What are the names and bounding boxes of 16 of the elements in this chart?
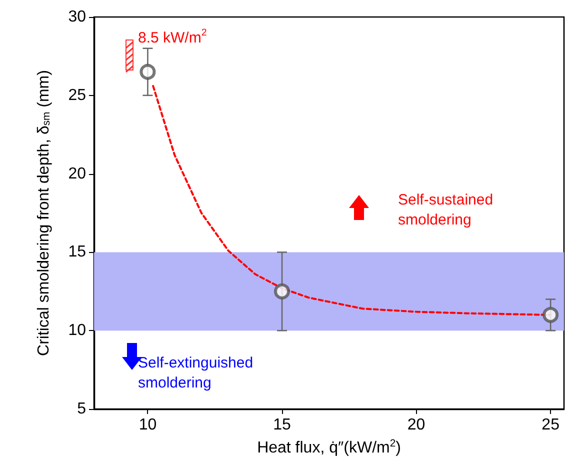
annotation: Self-sustained smoldering bbox=[398, 192, 494, 228]
x-tick-label: 20 bbox=[407, 416, 426, 434]
point bbox=[542, 306, 559, 323]
y-tick-label: 10 bbox=[68, 322, 86, 340]
x-tick-label: 25 bbox=[542, 416, 560, 434]
y-tick-label: 5 bbox=[77, 400, 86, 418]
annotation: Self-extinguished smoldering bbox=[138, 354, 254, 392]
x-tick-label: 15 bbox=[273, 416, 291, 434]
point bbox=[140, 64, 156, 80]
y-tick-label: 15 bbox=[68, 244, 86, 261]
x-tick-label: 10 bbox=[138, 416, 157, 434]
y-tick-label: 20 bbox=[68, 165, 86, 182]
y-tick-label: 30 bbox=[68, 8, 86, 26]
y-tick-label: 25 bbox=[68, 86, 86, 104]
y-axis-title: Critical smoldering front depth, δsm (mm) bbox=[35, 70, 52, 356]
point bbox=[274, 283, 290, 300]
